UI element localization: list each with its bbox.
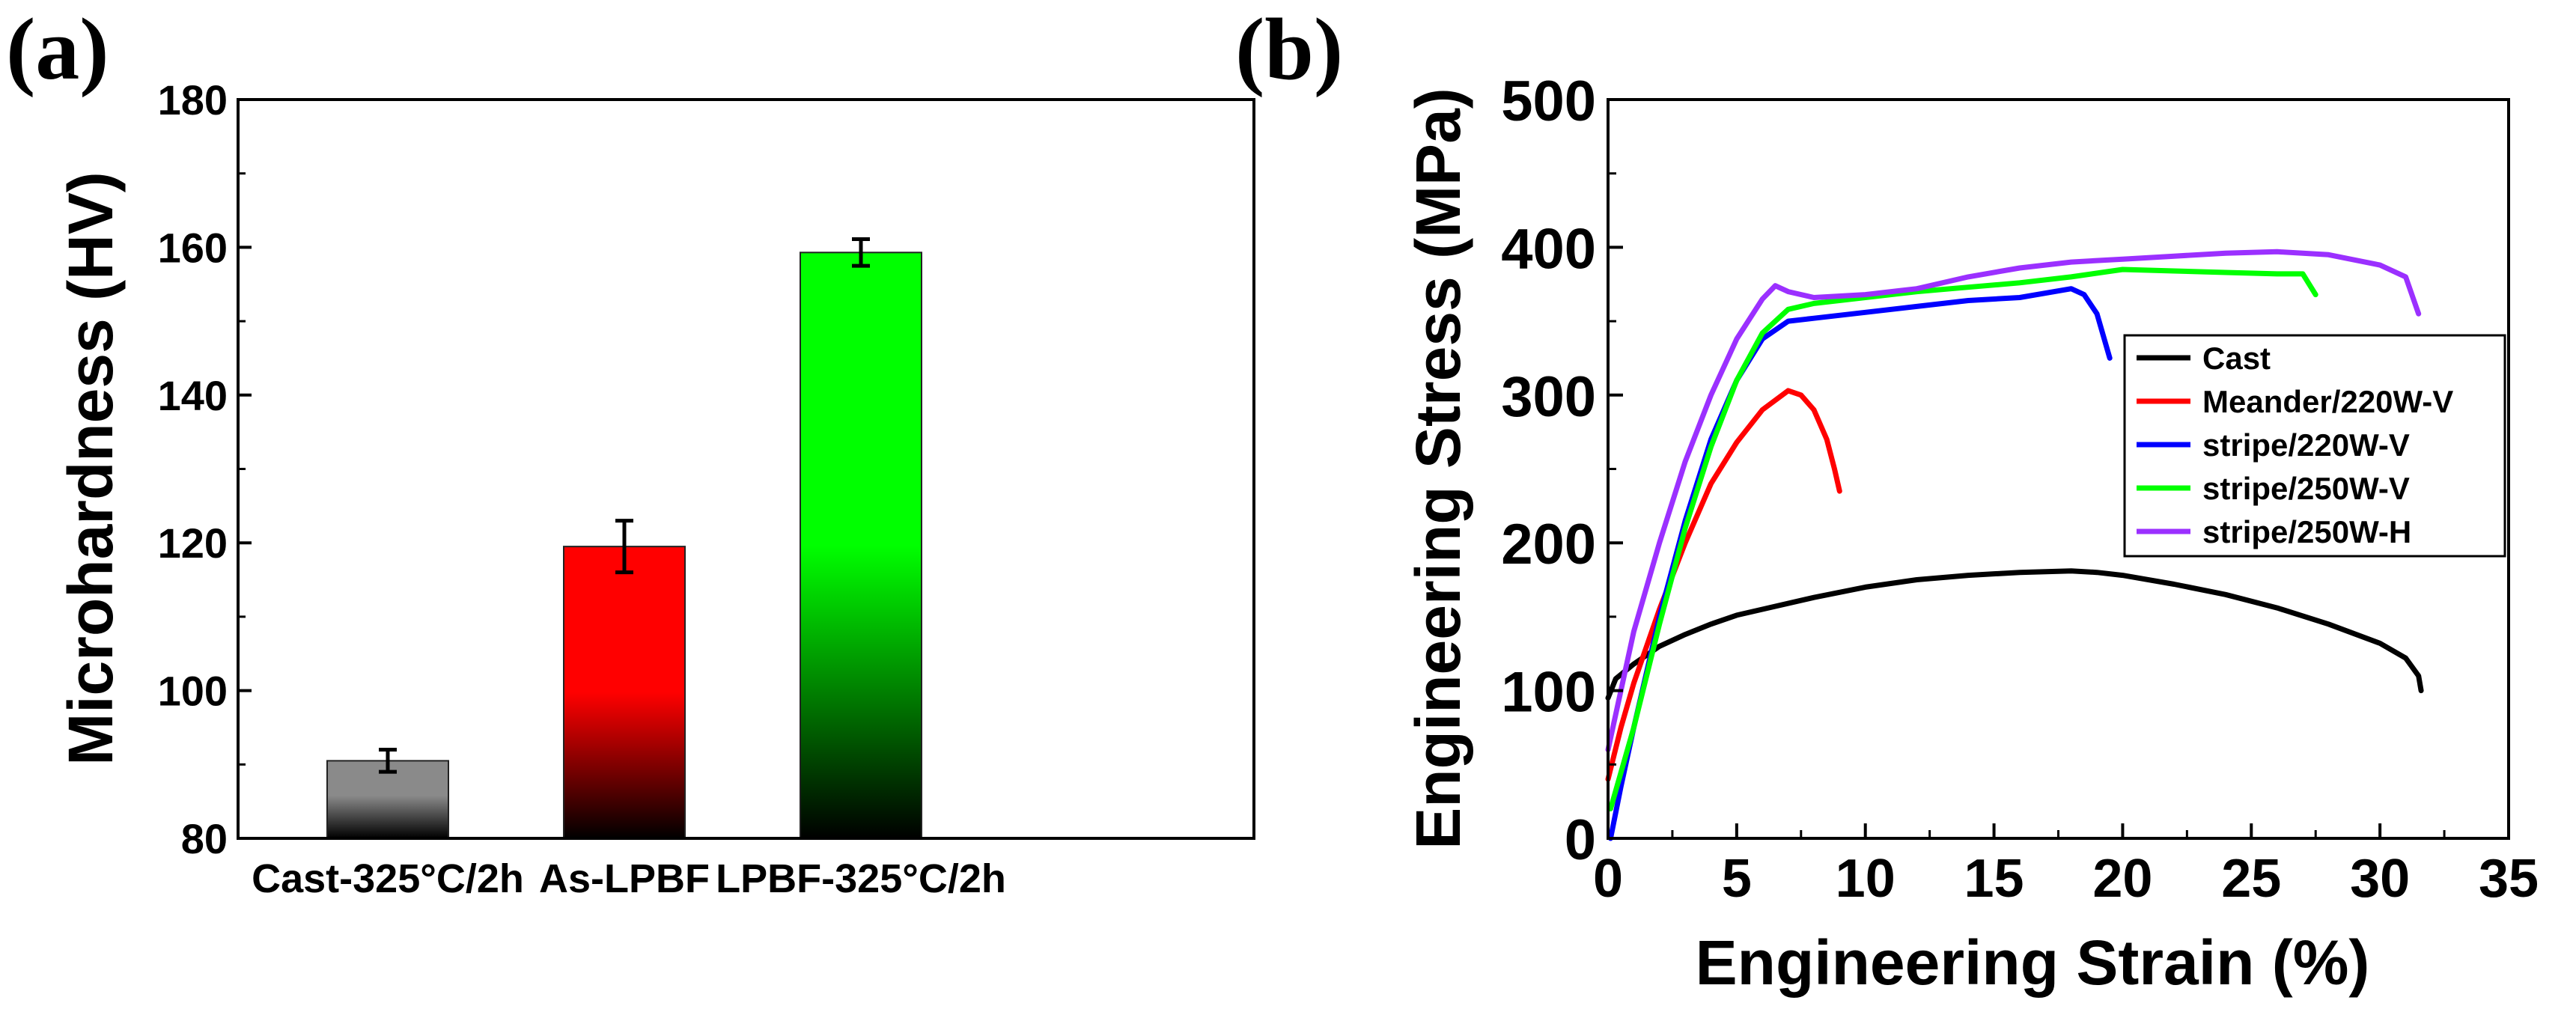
y-tick-label-b: 200 xyxy=(1501,513,1596,576)
error-bar-2 xyxy=(852,237,870,268)
legend-label: Meander/220W-V xyxy=(2202,384,2453,419)
x-tick-label-a: Cast-325°C/2h xyxy=(252,856,524,901)
bar-1 xyxy=(563,546,686,839)
y-tick-label-b: 0 xyxy=(1565,808,1596,872)
y-tick-label-b: 300 xyxy=(1501,365,1596,429)
x-tick-label-b: 35 xyxy=(2479,849,2539,909)
bar-2 xyxy=(800,252,922,839)
x-ticks-a: Cast-325°C/2h As-LPBF LPBF-325°C/2h xyxy=(252,856,1006,901)
panel-a-label: (a) xyxy=(6,0,109,98)
y-tick-label-a: 120 xyxy=(158,519,228,567)
y-ticks-a: 80 100 120 140 160 180 xyxy=(158,76,252,862)
y-tick-label-a: 160 xyxy=(158,224,228,271)
y-tick-label-a: 100 xyxy=(158,668,228,715)
legend-item: stripe/250W-V xyxy=(2137,471,2410,506)
panel-a: (a) 80 100 120 140 160 180 Cast-325°C/2h As-LP… xyxy=(6,0,1255,901)
x-tick-label-a: As-LPBF xyxy=(539,856,710,901)
x-tick-label-a: LPBF-325°C/2h xyxy=(716,856,1006,901)
x-tick-label-b: 20 xyxy=(2092,849,2152,909)
legend-item: Cast xyxy=(2137,341,2271,376)
lines-b xyxy=(1605,249,2424,841)
y-tick-label-a: 140 xyxy=(158,372,228,419)
y-axis-label-a: Microhardness (HV) xyxy=(55,171,126,766)
y-tick-label-a: 180 xyxy=(158,76,228,124)
series-line-4 xyxy=(1605,249,2422,753)
y-tick-label-b: 400 xyxy=(1501,217,1596,281)
plot-frame-a xyxy=(237,98,1255,840)
x-tick-label-b: 0 xyxy=(1593,849,1623,909)
series-line-3 xyxy=(1607,266,2318,811)
x-ticks-b: 0 5 10 15 20 25 30 35 xyxy=(1593,823,2539,909)
x-tick-label-b: 10 xyxy=(1836,849,1896,909)
x-tick-label-b: 15 xyxy=(1964,849,2024,909)
legend-b: Cast Meander/220W-V stripe/220W-V stripe/25… xyxy=(2123,334,2506,558)
series-line-2 xyxy=(1607,286,2113,841)
y-tick-label-b: 100 xyxy=(1501,661,1596,725)
series-line-0 xyxy=(1605,568,2424,701)
y-axis-label-b: Engineering Stress (MPa) xyxy=(1403,88,1473,850)
x-tick-label-b: 25 xyxy=(2221,849,2281,909)
x-tick-label-b: 5 xyxy=(1722,849,1752,909)
error-bar-1 xyxy=(615,519,633,575)
panel-b-label: (b) xyxy=(1235,0,1343,98)
legend-item: stripe/250W-H xyxy=(2137,514,2411,549)
x-tick-label-b: 30 xyxy=(2350,849,2410,909)
legend-item: stripe/220W-V xyxy=(2137,427,2410,463)
y-tick-label-b: 500 xyxy=(1501,70,1596,133)
series-line-1 xyxy=(1605,388,1842,782)
legend-label: stripe/250W-V xyxy=(2202,471,2410,506)
legend-label: Cast xyxy=(2202,341,2271,376)
panel-b: (b) 0 100 200 300 400 500 0 5 10 15 20 25 30 35 Engi… xyxy=(1235,0,2539,998)
y-ticks-b: 0 100 200 300 400 500 xyxy=(1501,70,1623,872)
legend-item: Meander/220W-V xyxy=(2137,384,2453,419)
legend-label: stripe/250W-H xyxy=(2202,514,2411,549)
legend-label: stripe/220W-V xyxy=(2202,427,2410,463)
y-tick-label-a: 80 xyxy=(181,815,228,862)
x-axis-label-b: Engineering Strain (%) xyxy=(1696,927,2370,998)
error-bar-0 xyxy=(379,748,397,774)
error-bars-a xyxy=(379,237,870,774)
